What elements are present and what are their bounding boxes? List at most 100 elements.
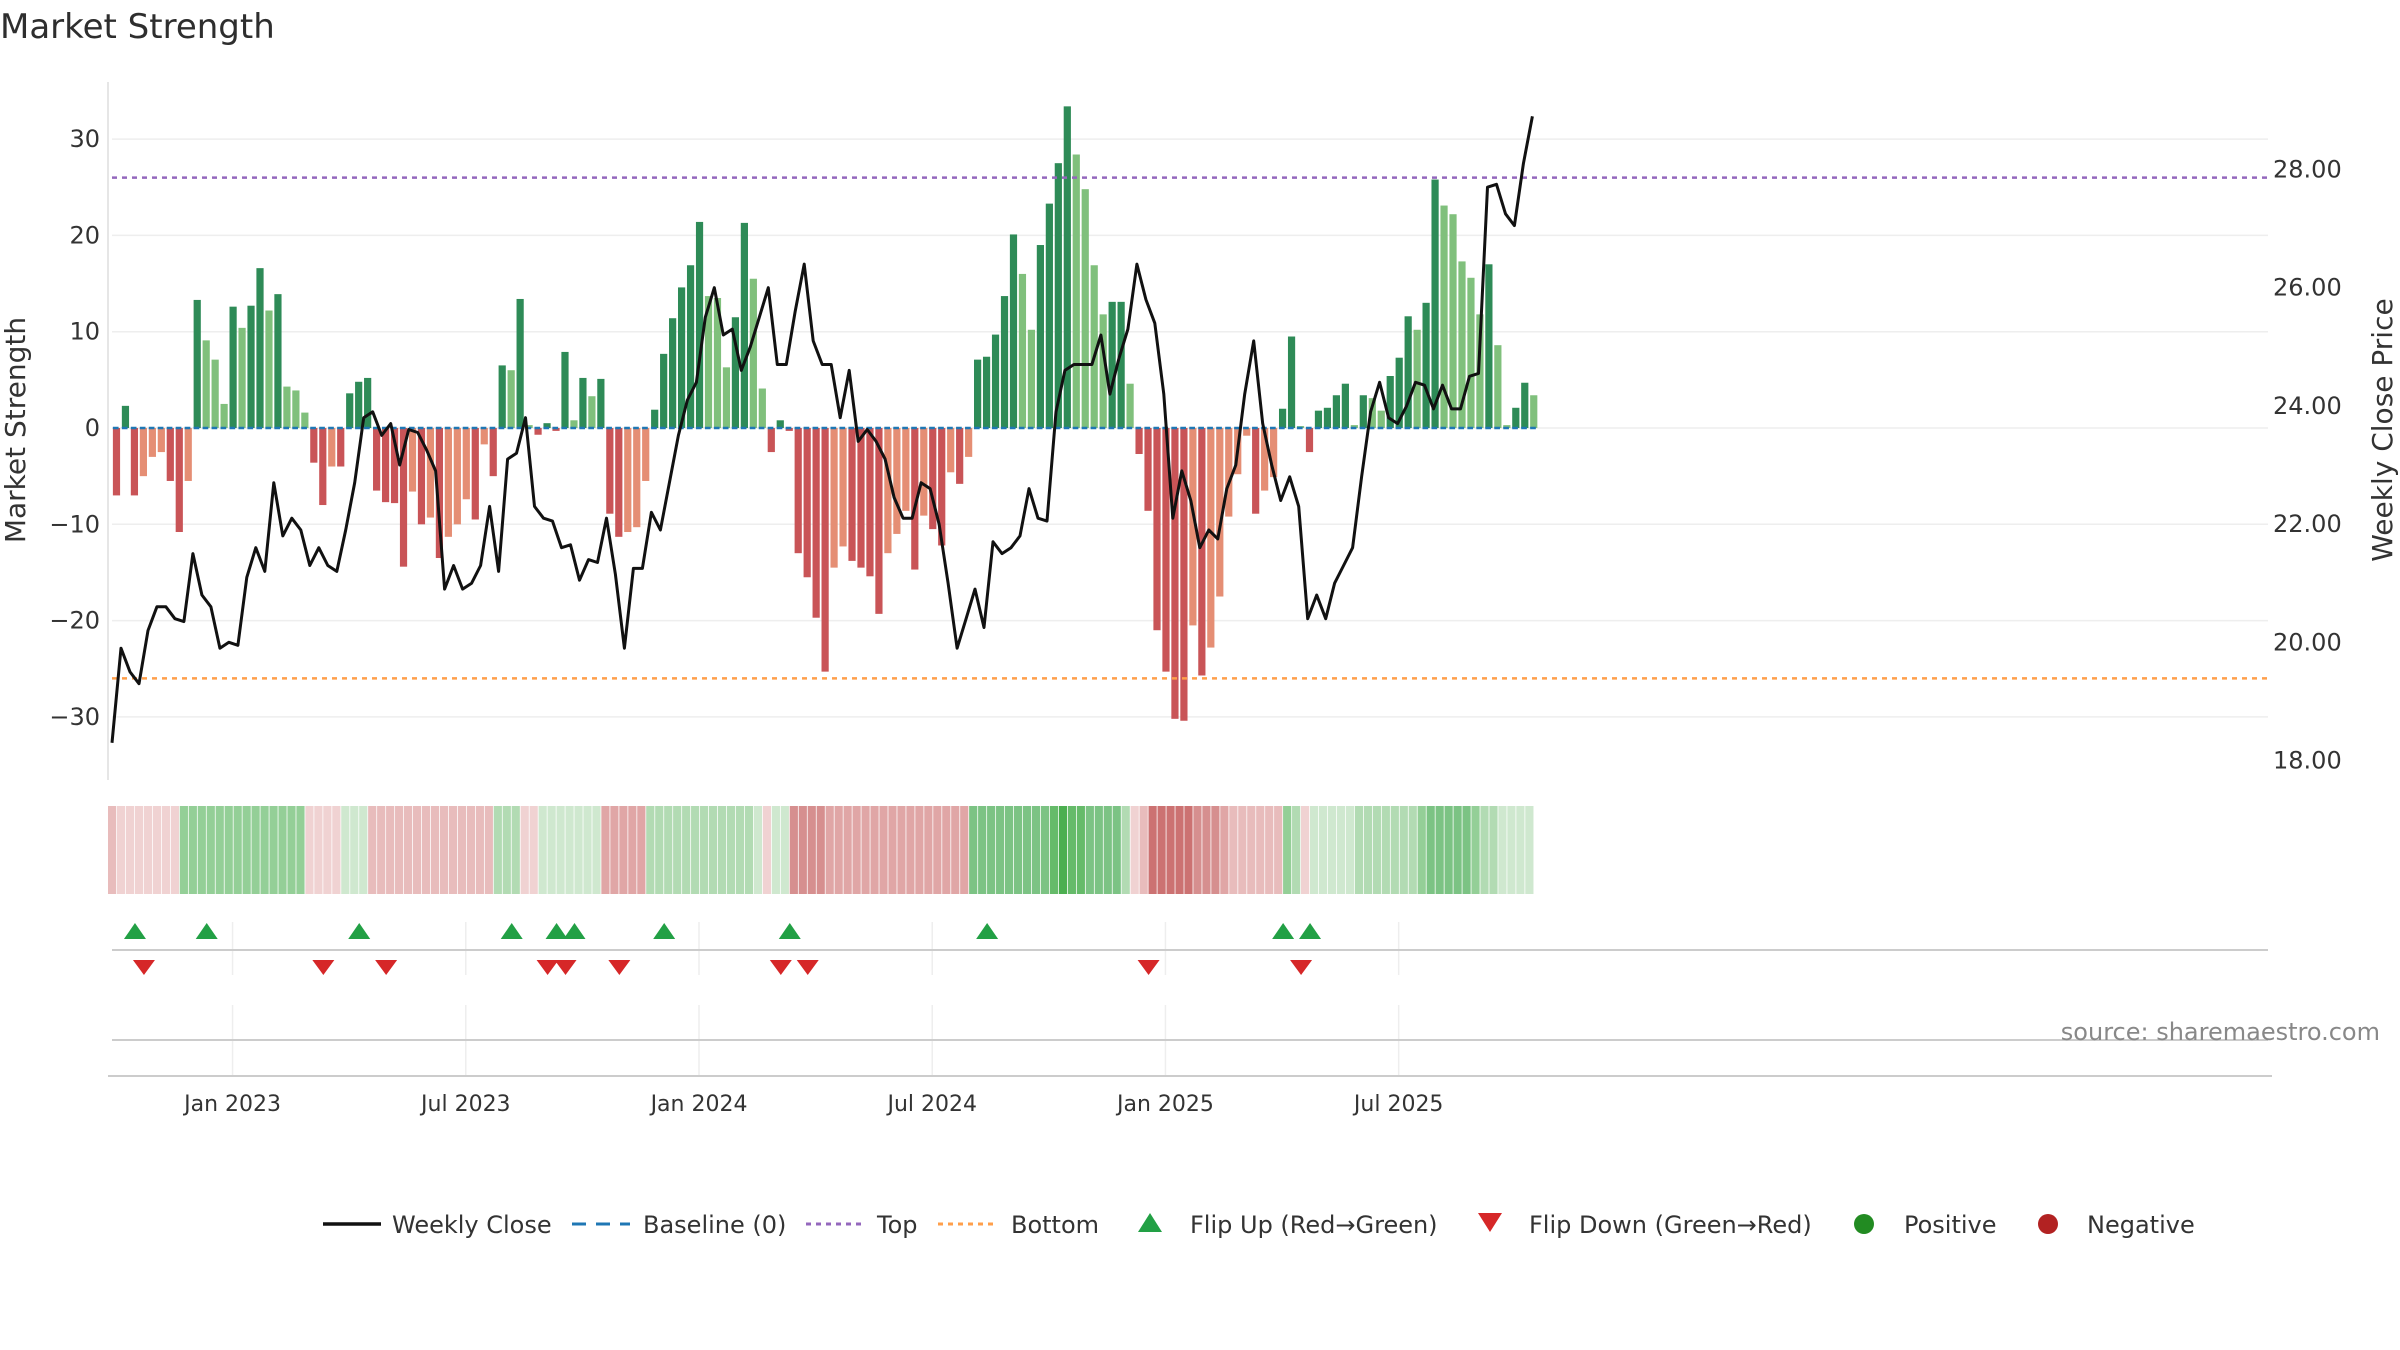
legend: Weekly Close Baseline (0) Top Bottom Fli… bbox=[323, 1211, 2195, 1239]
strip-cell bbox=[242, 806, 251, 894]
strength-bar bbox=[426, 428, 435, 518]
strength-bar bbox=[1252, 428, 1260, 514]
strip-cell bbox=[475, 806, 484, 894]
strength-bar bbox=[1225, 428, 1233, 517]
strip-cell bbox=[359, 806, 368, 894]
strength-bar bbox=[884, 428, 892, 554]
strength-bar bbox=[319, 428, 327, 506]
strength-bar bbox=[337, 428, 345, 467]
legend-top: Top bbox=[876, 1211, 918, 1239]
strip-cell bbox=[278, 806, 287, 894]
strength-bar bbox=[839, 428, 847, 547]
strength-bar bbox=[489, 428, 497, 477]
strip-cell bbox=[583, 806, 592, 894]
legend-negative: Negative bbox=[2087, 1211, 2195, 1239]
strip-cell bbox=[1327, 806, 1337, 894]
strip-cell bbox=[601, 806, 610, 894]
strip-cell bbox=[116, 806, 126, 894]
strip-cell bbox=[1256, 806, 1265, 894]
strength-bar bbox=[516, 298, 524, 428]
strength-bar bbox=[328, 428, 336, 467]
strip-cell bbox=[1480, 806, 1489, 894]
legend-flip-down: Flip Down (Green→Red) bbox=[1529, 1211, 1812, 1239]
strip-cell bbox=[161, 806, 171, 894]
strength-bar bbox=[1216, 428, 1224, 597]
strip-cell bbox=[870, 806, 879, 894]
strength-bar bbox=[1440, 205, 1448, 428]
strip-cell bbox=[1318, 806, 1328, 894]
strip-cell bbox=[726, 806, 736, 894]
flip-down-marker bbox=[554, 960, 577, 975]
strip-cell bbox=[1363, 806, 1372, 894]
right-tick-labels: 18.00 20.00 22.00 24.00 26.00 28.00 bbox=[2273, 156, 2342, 775]
strip-cell bbox=[197, 806, 206, 894]
strip-cell bbox=[1049, 806, 1059, 894]
strength-bar bbox=[480, 428, 488, 445]
date-tick-label: Jul 2023 bbox=[419, 1092, 511, 1117]
strip-cell bbox=[951, 806, 960, 894]
strip-cell bbox=[323, 806, 332, 894]
strip-cell bbox=[888, 806, 897, 894]
strength-bar bbox=[1494, 345, 1502, 428]
strength-bar bbox=[247, 305, 255, 428]
right-axis-label: Weekly Close Price bbox=[2366, 298, 2399, 561]
strip-cell bbox=[1453, 806, 1462, 894]
strip-cell bbox=[1525, 806, 1534, 894]
strength-bar bbox=[265, 310, 273, 428]
left-tick-label: −20 bbox=[49, 607, 100, 635]
strength-bar bbox=[346, 393, 354, 428]
strip-cell bbox=[493, 806, 502, 894]
strength-bar bbox=[1431, 179, 1439, 428]
strength-bar bbox=[1521, 382, 1529, 428]
strength-bar bbox=[1413, 329, 1421, 428]
strip-cell bbox=[816, 806, 825, 894]
strip-cell bbox=[1175, 806, 1184, 894]
strip-cell bbox=[1130, 806, 1139, 894]
strength-bar bbox=[148, 428, 156, 457]
strip-cell bbox=[179, 806, 188, 894]
strength-bar bbox=[704, 296, 713, 428]
strength-bar bbox=[1000, 296, 1009, 428]
strength-bar bbox=[283, 386, 291, 428]
strip-cell bbox=[224, 806, 233, 894]
legend-flip-down-icon bbox=[1478, 1213, 1502, 1232]
strength-bar bbox=[731, 317, 740, 428]
strip-cell bbox=[942, 806, 951, 894]
strength-bar bbox=[238, 327, 246, 428]
strip-cell bbox=[664, 806, 673, 894]
strip-cell bbox=[108, 806, 117, 894]
strength-bar bbox=[1530, 395, 1538, 428]
flip-up-marker bbox=[1272, 923, 1295, 939]
strip-cell bbox=[933, 806, 942, 894]
legend-positive-icon bbox=[1854, 1214, 1874, 1234]
strip-cell bbox=[1516, 806, 1525, 894]
strip-cell bbox=[1157, 806, 1166, 894]
strip-cell bbox=[1067, 806, 1076, 894]
right-tick-label: 20.00 bbox=[2273, 628, 2342, 656]
strength-bar bbox=[803, 428, 811, 578]
strength-bar bbox=[1503, 425, 1511, 428]
strip-cell bbox=[1040, 806, 1050, 894]
strip-cell bbox=[529, 806, 538, 894]
strength-bar bbox=[1485, 264, 1493, 428]
legend-flip-up-icon bbox=[1138, 1213, 1162, 1232]
strength-bar bbox=[139, 428, 147, 477]
strip-cell bbox=[556, 806, 565, 894]
flip-down-marker bbox=[608, 960, 631, 975]
strip-cell bbox=[143, 806, 153, 894]
flip-down-marker bbox=[312, 960, 335, 975]
flip-up-marker bbox=[195, 923, 218, 939]
strip-cell bbox=[565, 806, 574, 894]
flip-down-marker bbox=[769, 960, 792, 975]
strength-bar bbox=[785, 428, 793, 431]
strength-bar bbox=[1512, 407, 1520, 428]
strip-cell bbox=[1085, 806, 1094, 894]
strength-bar bbox=[938, 428, 946, 546]
strip-cell bbox=[1301, 806, 1310, 894]
strip-cell bbox=[682, 806, 691, 894]
strength-bar bbox=[1395, 357, 1403, 428]
strength-bar bbox=[570, 420, 578, 428]
strip-cell bbox=[1498, 806, 1507, 894]
strip-cell bbox=[1390, 806, 1399, 894]
strength-bar bbox=[1359, 395, 1367, 428]
